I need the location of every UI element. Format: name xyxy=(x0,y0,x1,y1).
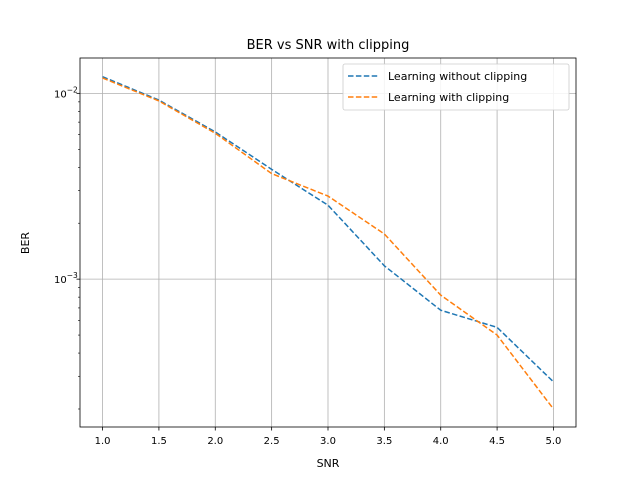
legend-label-1: Learning with clipping xyxy=(388,91,509,104)
legend: Learning without clipping Learning with … xyxy=(342,63,570,111)
series-line-1 xyxy=(102,77,555,410)
x-axis-label: SNR xyxy=(317,457,340,470)
y-tick-label: 10−3 xyxy=(54,271,78,286)
y-axis-ticks: 10−210−3 xyxy=(54,85,80,286)
y-tick-label: 10−2 xyxy=(54,85,78,100)
x-tick-label: 1.0 xyxy=(95,436,111,447)
x-tick-label: 3.0 xyxy=(320,436,336,447)
y-tick-exponent: −2 xyxy=(67,85,78,94)
chart-title: BER vs SNR with clipping xyxy=(247,38,410,53)
y-tick-base: 10 xyxy=(54,275,67,286)
legend-label-0: Learning without clipping xyxy=(388,70,527,83)
y-axis-label: BER xyxy=(19,232,32,254)
x-tick-label: 1.5 xyxy=(151,436,167,447)
x-tick-label: 2.0 xyxy=(207,436,223,447)
series-lines xyxy=(102,75,555,410)
x-axis-ticks: 1.0 1.5 2.0 2.5 3.0 3.5 4.0 4.5 5.0 xyxy=(95,427,562,447)
legend-box xyxy=(342,63,570,111)
x-tick-label: 4.0 xyxy=(433,436,449,447)
x-tick-label: 2.5 xyxy=(264,436,280,447)
x-tick-label: 3.5 xyxy=(376,436,392,447)
y-tick-exponent: −3 xyxy=(67,271,78,280)
x-tick-label: 4.5 xyxy=(489,436,505,447)
x-tick-label: 5.0 xyxy=(546,436,562,447)
y-tick-base: 10 xyxy=(54,89,67,100)
